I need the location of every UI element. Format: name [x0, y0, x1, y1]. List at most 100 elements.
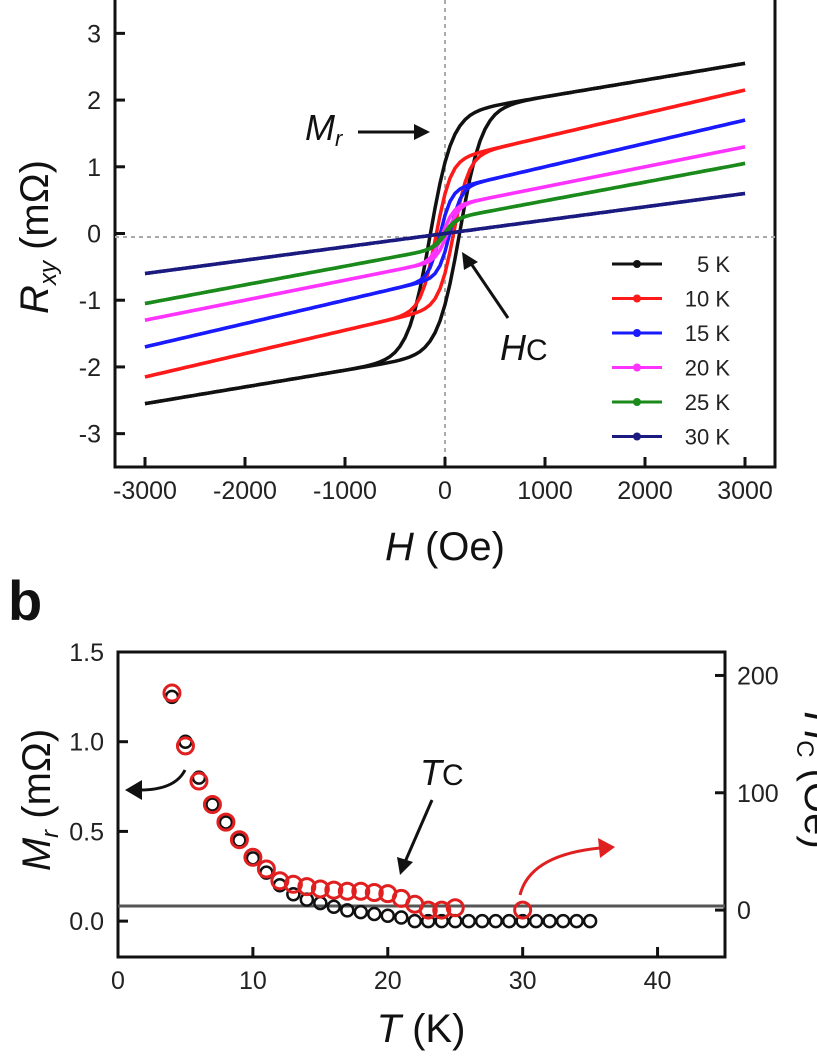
hc-point [513, 900, 533, 920]
legend-label: 20 K [685, 356, 731, 381]
mr-point [340, 903, 355, 918]
top-xlabel: H (Oe) [385, 525, 505, 569]
hc-point [243, 847, 263, 867]
legend-label: 10 K [685, 287, 731, 312]
hc-annotation: HC [500, 327, 548, 368]
right-axis-arrowhead [598, 838, 615, 858]
hc-point [432, 900, 452, 920]
mr-point [353, 904, 369, 920]
mr-point [380, 908, 396, 923]
hc-point [162, 683, 182, 703]
remanence-chart: b 1.5 1.0 0.5 0.0 200 100 0 0 10 20 30 40 TC T (K… [8, 569, 817, 1051]
x-tick-label: 3000 [717, 477, 773, 505]
mr-point [286, 886, 301, 902]
hc-point [310, 879, 330, 899]
legend-marker [633, 363, 641, 372]
legend-label: 5 K [697, 252, 730, 277]
y-tick-label: 3 [87, 20, 101, 48]
x-tick-label: 40 [644, 967, 672, 995]
series-30k [144, 191, 746, 276]
x-tick-label: 30 [509, 967, 537, 995]
branch-up-2 [144, 118, 746, 349]
x-tick-label: -2000 [213, 477, 277, 505]
mr-point [488, 913, 503, 929]
y-tick-label: 1 [87, 154, 101, 182]
legend-label: 15 K [685, 321, 731, 346]
hc-point [189, 771, 209, 791]
hc-point [297, 877, 317, 897]
bottom-plot-frame [116, 650, 727, 959]
hc-point [256, 859, 276, 879]
legend-item: 30 K [612, 425, 730, 450]
legend: 5 K 10 K 15 K 20 K 25 K 30 K [612, 252, 730, 450]
mr-point [528, 913, 544, 929]
mr-point [205, 797, 220, 812]
tc-annotation: TC [420, 752, 464, 793]
x-tick-label: 20 [374, 967, 402, 995]
mr-point [232, 833, 247, 848]
series-15k [144, 118, 746, 349]
mr-point [569, 913, 584, 929]
mr-point [582, 913, 598, 929]
legend-marker [633, 329, 641, 337]
hc-point [364, 882, 384, 902]
branch-up-3 [144, 145, 746, 322]
y-tick-label: 1.5 [69, 639, 104, 667]
tc-arrowhead [397, 857, 413, 875]
x-tick-label: 0 [438, 477, 452, 505]
mr-point [407, 913, 423, 929]
y2-tick-label: 0 [737, 897, 751, 925]
panel-label-b: b [8, 569, 42, 632]
top-ylabel: Rxy (mΩ) [13, 160, 62, 314]
x-tick-label: 10 [239, 967, 267, 995]
mr-point [326, 899, 342, 915]
y-tick-label: -3 [79, 421, 101, 449]
mr-point [394, 910, 409, 925]
hc-point [324, 880, 344, 900]
bottom-xlabel: T (K) [377, 1007, 466, 1051]
y-tick-label: -1 [79, 287, 101, 315]
x-tick-label: 2000 [617, 477, 673, 505]
legend-label: 30 K [685, 425, 731, 450]
mr-point [555, 913, 571, 929]
hc-point [202, 795, 222, 814]
tc-arrow [403, 799, 434, 863]
legend-item: 15 K [612, 321, 730, 346]
mr-point [542, 913, 557, 929]
series-5k [144, 61, 746, 406]
legend-marker [633, 398, 641, 406]
branch-up-5 [144, 191, 746, 276]
left-axis-arrowhead [125, 780, 142, 800]
hc-point [418, 900, 438, 920]
x-tick-label: -3000 [113, 477, 177, 505]
y-tick-label: 0.0 [69, 908, 104, 936]
hc-point [216, 812, 236, 832]
hc-point [351, 881, 371, 901]
hc-arrowhead [462, 252, 478, 270]
y-tick-label: 0.5 [69, 818, 104, 846]
x-tick-label: 0 [111, 967, 125, 995]
legend-label: 25 K [685, 390, 731, 415]
hc-point [283, 874, 303, 894]
mr-point [218, 815, 234, 830]
series-20k [144, 145, 746, 322]
y-tick-label: 2 [87, 87, 101, 115]
hc-point [445, 898, 465, 918]
mr-arrowhead [414, 124, 430, 140]
mr-point [461, 913, 476, 929]
mr-point [367, 906, 382, 922]
mr-annotation: Mr [305, 107, 344, 151]
bottom-ylabel: Mr (mΩ) [15, 729, 64, 871]
legend-item: 20 K [612, 356, 730, 381]
hc-point [337, 881, 357, 901]
mr-point [434, 913, 449, 929]
y-tick-label: 1.0 [69, 729, 104, 757]
hc-arrow [468, 261, 510, 319]
right-axis-arrow [518, 846, 601, 896]
y2-tick-label: 200 [737, 662, 779, 690]
y-tick-label: -2 [79, 354, 101, 382]
left-axis-arrow [139, 769, 187, 792]
hc-point [229, 830, 249, 850]
